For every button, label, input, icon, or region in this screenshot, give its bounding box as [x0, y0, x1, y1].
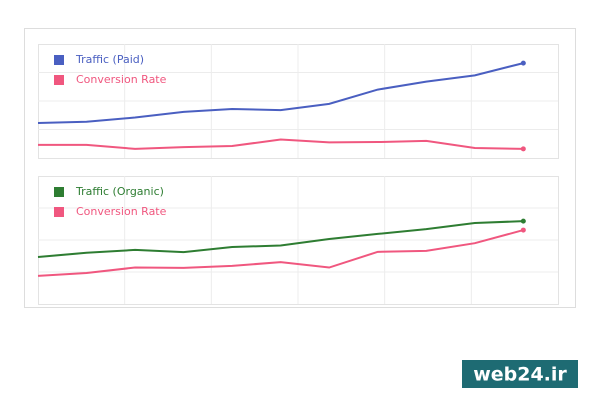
watermark: web24.ir: [473, 364, 567, 386]
series-line: [37, 62, 524, 124]
legend-swatch: [54, 187, 64, 197]
end-point: [520, 146, 526, 152]
end-point: [520, 60, 526, 66]
series-line: [38, 138, 524, 150]
series-line: [37, 220, 524, 258]
end-point: [520, 227, 526, 233]
series-line: [37, 229, 524, 277]
legend-label: Traffic (Organic): [75, 185, 164, 198]
legend-swatch: [54, 207, 64, 217]
legend-label: Traffic (Paid): [75, 53, 144, 66]
end-point: [520, 218, 526, 224]
legend-swatch: [54, 75, 64, 85]
legend-label: Conversion Rate: [76, 205, 167, 218]
legend-swatch: [54, 55, 64, 65]
watermark-box: [462, 360, 578, 388]
legend-label: Conversion Rate: [76, 73, 167, 86]
